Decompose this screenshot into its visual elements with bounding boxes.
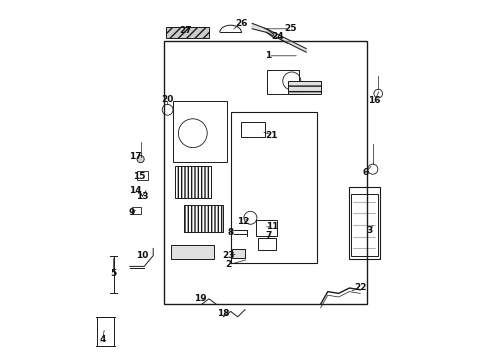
Bar bbox=[173, 101, 227, 162]
Text: 2: 2 bbox=[226, 260, 232, 269]
Bar bbox=[137, 171, 148, 180]
Bar bbox=[242, 122, 265, 137]
Text: 19: 19 bbox=[194, 294, 206, 303]
Text: 4: 4 bbox=[99, 335, 106, 343]
Text: 27: 27 bbox=[179, 26, 192, 35]
Text: 23: 23 bbox=[222, 251, 235, 260]
Bar bbox=[166, 27, 209, 38]
Bar bbox=[267, 70, 299, 94]
Text: 12: 12 bbox=[237, 217, 249, 226]
Text: 15: 15 bbox=[133, 172, 145, 181]
Bar bbox=[171, 245, 215, 259]
Text: 25: 25 bbox=[284, 24, 296, 33]
Text: 5: 5 bbox=[110, 269, 117, 278]
Text: 22: 22 bbox=[354, 284, 367, 292]
Text: 6: 6 bbox=[363, 168, 368, 177]
Polygon shape bbox=[252, 23, 274, 38]
Text: 13: 13 bbox=[136, 192, 148, 201]
Text: 11: 11 bbox=[266, 222, 278, 231]
Text: 14: 14 bbox=[129, 186, 142, 195]
Bar bbox=[258, 238, 275, 250]
Bar bbox=[232, 249, 245, 258]
Text: 21: 21 bbox=[266, 131, 278, 140]
Text: 24: 24 bbox=[271, 32, 284, 41]
Text: 17: 17 bbox=[129, 152, 142, 161]
Text: 26: 26 bbox=[235, 19, 247, 28]
Bar bbox=[256, 220, 277, 236]
Bar bbox=[184, 205, 223, 232]
Text: 7: 7 bbox=[265, 231, 271, 240]
Text: 18: 18 bbox=[217, 309, 230, 318]
Bar bbox=[175, 166, 211, 198]
Bar bbox=[132, 207, 141, 214]
Bar bbox=[351, 194, 378, 256]
Text: 8: 8 bbox=[227, 228, 234, 237]
Bar bbox=[349, 187, 380, 259]
Bar bbox=[231, 112, 317, 263]
Text: 16: 16 bbox=[368, 96, 381, 105]
Text: 1: 1 bbox=[265, 51, 271, 60]
Text: 9: 9 bbox=[128, 208, 135, 217]
Text: 10: 10 bbox=[136, 251, 148, 260]
Bar bbox=[288, 81, 320, 94]
Polygon shape bbox=[267, 29, 306, 52]
Circle shape bbox=[137, 156, 144, 163]
Bar bbox=[164, 41, 368, 304]
Text: 20: 20 bbox=[161, 95, 174, 104]
Text: 3: 3 bbox=[366, 226, 372, 235]
